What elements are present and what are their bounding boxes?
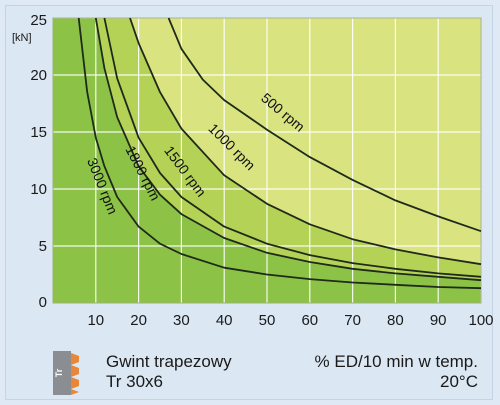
x-tick-label: 50 xyxy=(259,312,276,329)
y-tick-label: 10 xyxy=(30,181,47,198)
x-tick-label: 70 xyxy=(344,312,361,329)
y-tick-label: 15 xyxy=(30,124,47,141)
x-tick-label: 10 xyxy=(87,312,104,329)
svg-text:Tr: Tr xyxy=(54,368,64,377)
thread-size-label: Tr 30x6 xyxy=(106,372,232,392)
x-tick-label: 30 xyxy=(173,312,190,329)
caption-line-2: 20°C xyxy=(315,372,478,392)
x-tick-label: 20 xyxy=(130,312,147,329)
y-tick-label: 0 xyxy=(39,294,47,311)
x-tick-label: 80 xyxy=(387,312,404,329)
y-unit-label: [kN] xyxy=(12,32,32,44)
x-tick-label: 40 xyxy=(216,312,233,329)
y-tick-label: 25 xyxy=(30,12,47,29)
x-tick-label: 60 xyxy=(301,312,318,329)
duty-cycle-caption: % ED/10 min w temp. 20°C xyxy=(315,352,478,392)
thread-type-label: Gwint trapezowy xyxy=(106,352,232,372)
caption-line-1: % ED/10 min w temp. xyxy=(315,352,478,372)
thread-description: Gwint trapezowy Tr 30x6 xyxy=(106,352,232,392)
x-tick-label: 100 xyxy=(468,312,493,329)
y-tick-label: 5 xyxy=(39,238,47,255)
chart-panel: 10 20 30 40 50 60 70 80 90 100 0 5 10 15 20 25 [kN] 500 … xyxy=(5,5,493,400)
trapezoidal-thread-icon: Tr xyxy=(53,351,81,395)
x-tick-label: 90 xyxy=(430,312,447,329)
y-tick-label: 20 xyxy=(30,67,47,84)
